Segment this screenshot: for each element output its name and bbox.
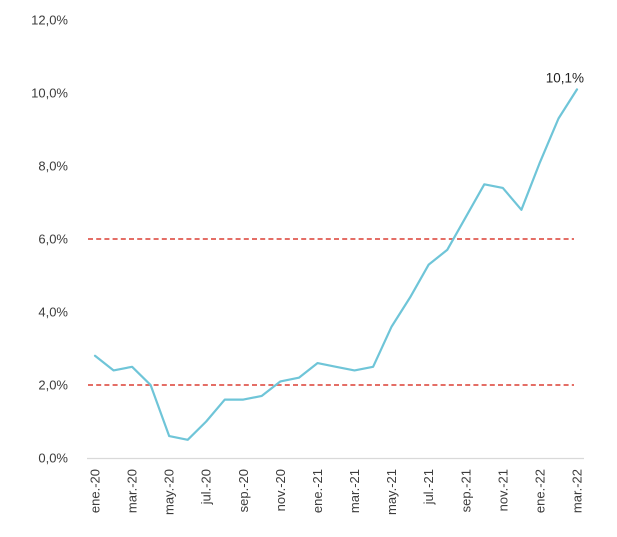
- x-axis-tick-label: mar.-20: [125, 469, 140, 513]
- x-axis-tick-label: ene.-22: [532, 469, 547, 513]
- x-axis-tick-label: may.-21: [384, 469, 399, 515]
- x-axis-tick-label: ene.-20: [88, 469, 103, 513]
- x-axis-tick-label: sep.-20: [236, 469, 251, 512]
- x-axis-tick-label: mar.-21: [347, 469, 362, 513]
- y-axis-tick-label: 4,0%: [38, 305, 68, 320]
- y-axis-tick-label: 8,0%: [38, 159, 68, 174]
- x-axis-tick-label: mar.-22: [569, 469, 584, 513]
- y-axis-tick-label: 0,0%: [38, 451, 68, 466]
- series-line: [93, 88, 579, 441]
- x-axis-tick-label: sep.-21: [458, 469, 473, 512]
- x-axis-tick-label: nov.-21: [495, 469, 510, 511]
- y-axis-tick-label: 12,0%: [31, 13, 68, 28]
- x-axis-tick-label: ene.-21: [310, 469, 325, 513]
- x-axis-tick-label: jul.-21: [421, 469, 436, 505]
- data-label: 10,1%: [546, 70, 584, 85]
- y-axis-tick-label: 2,0%: [38, 378, 68, 393]
- x-axis-tick-label: may.-20: [162, 469, 177, 515]
- y-axis-tick-label: 10,0%: [31, 86, 68, 101]
- x-axis-tick-label: nov.-20: [273, 469, 288, 511]
- x-axis-tick-label: jul.-20: [199, 469, 214, 505]
- y-axis-tick-label: 6,0%: [38, 232, 68, 247]
